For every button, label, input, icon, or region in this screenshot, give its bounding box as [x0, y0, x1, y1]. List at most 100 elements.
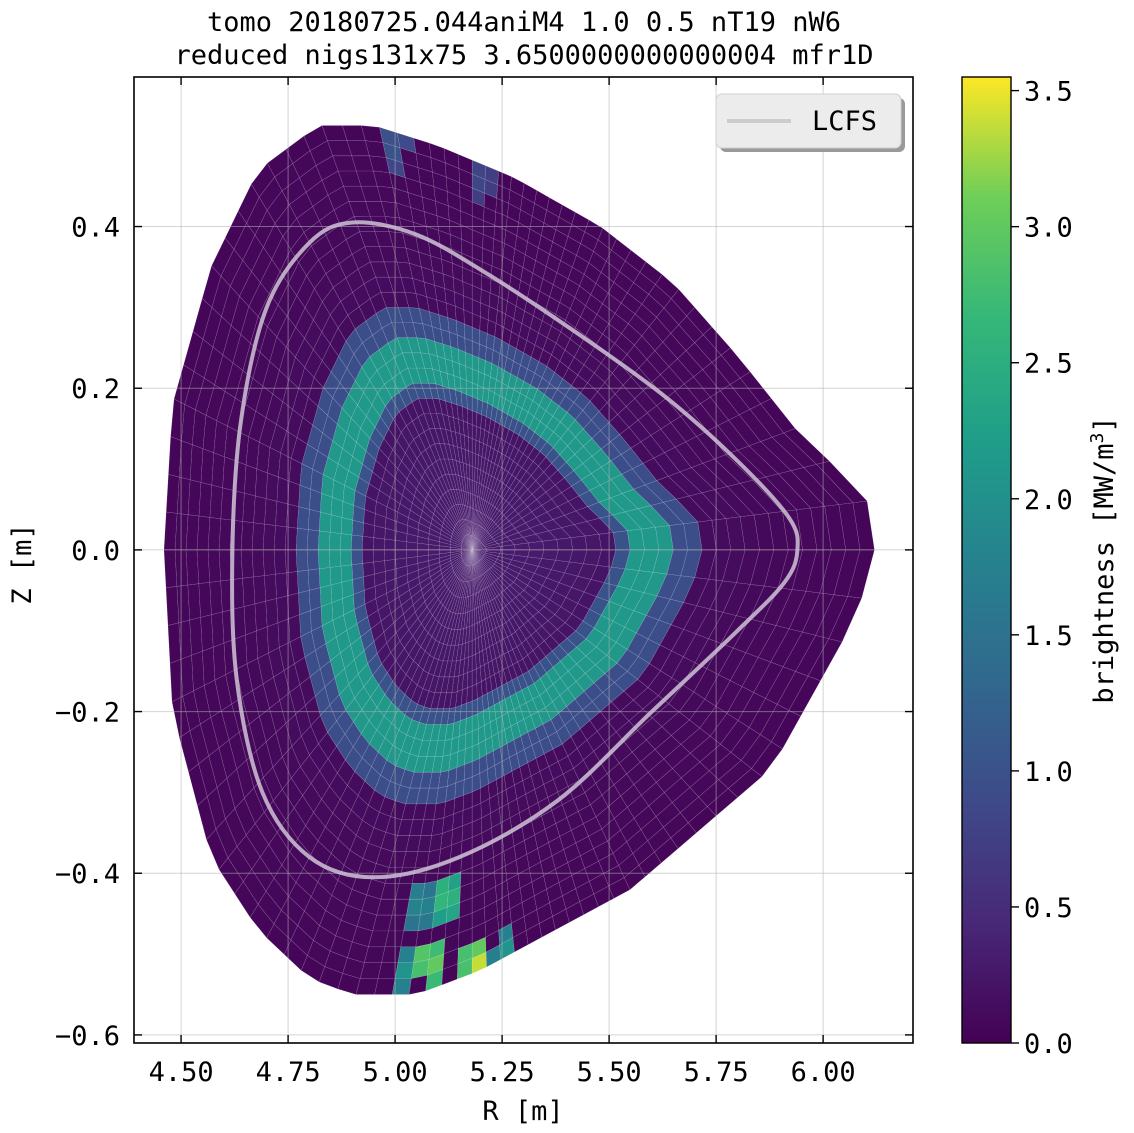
- emission-cell: [163, 549, 178, 589]
- emission-cell: [275, 500, 289, 528]
- emission-cell: [306, 529, 320, 551]
- emission-cell: [775, 589, 807, 630]
- emission-cell: [183, 330, 204, 372]
- emission-cell: [379, 405, 394, 430]
- emission-cell: [229, 259, 252, 297]
- emission-cell: [510, 261, 524, 281]
- emission-cell: [530, 372, 543, 390]
- emission-cell: [240, 549, 254, 579]
- emission-cell: [533, 405, 547, 422]
- emission-cell: [527, 228, 542, 249]
- emission-cell: [662, 498, 699, 525]
- emission-cell: [419, 771, 433, 789]
- emission-cell: [527, 549, 545, 559]
- emission-cell: [353, 342, 371, 368]
- emission-cell: [296, 569, 310, 594]
- emission-cell: [281, 851, 304, 884]
- emission-cell: [469, 549, 473, 567]
- emission-cell: [672, 752, 701, 779]
- emission-cell: [520, 731, 533, 750]
- emission-cell: [443, 458, 453, 475]
- emission-cell: [471, 564, 474, 581]
- emission-cell: [457, 942, 473, 965]
- emission-cell: [501, 524, 516, 535]
- emission-cell: [443, 660, 453, 678]
- emission-cell: [203, 679, 222, 718]
- emission-cell: [312, 405, 328, 434]
- emission-cell: [441, 522, 454, 535]
- emission-cell: [384, 930, 404, 948]
- emission-cell: [471, 438, 477, 455]
- emission-cell: [363, 585, 376, 605]
- emission-cell: [555, 862, 573, 883]
- emission-cell: [699, 705, 728, 737]
- emission-cell: [406, 525, 419, 537]
- emission-cell: [633, 484, 665, 506]
- emission-cell: [399, 147, 419, 168]
- emission-cell: [440, 494, 451, 512]
- emission-cell: [408, 883, 426, 900]
- emission-cell: [372, 914, 393, 932]
- emission-cell: [486, 630, 494, 648]
- emission-cell: [506, 584, 521, 598]
- emission-cell: [524, 556, 543, 567]
- emission-cell: [207, 517, 222, 551]
- emission-cell: [328, 531, 342, 551]
- emission-cell: [467, 655, 473, 673]
- emission-cell: [451, 720, 461, 740]
- emission-cell: [663, 777, 691, 803]
- emission-cell: [209, 484, 223, 520]
- emission-cell: [463, 761, 473, 781]
- emission-cell: [356, 910, 378, 932]
- emission-cell: [535, 625, 551, 642]
- emission-cell: [445, 302, 457, 321]
- emission-cell: [511, 596, 525, 611]
- emission-cell: [302, 396, 319, 426]
- emission-cell: [471, 549, 478, 564]
- emission-cell: [475, 425, 481, 443]
- emission-cell: [460, 546, 473, 551]
- emission-cell: [624, 249, 647, 273]
- emission-cell: [221, 285, 240, 326]
- emission-cell: [608, 585, 632, 607]
- x-tick-label: 5.00: [363, 1057, 428, 1088]
- emission-cell: [508, 616, 520, 633]
- emission-cell: [471, 549, 483, 560]
- emission-cell: [388, 172, 409, 193]
- emission-cell: [467, 549, 473, 567]
- emission-cell: [477, 384, 484, 402]
- emission-cell: [503, 636, 513, 653]
- emission-cell: [573, 521, 600, 537]
- emission-cell: [551, 849, 569, 870]
- emission-cell: [713, 486, 755, 518]
- emission-cell: [394, 962, 414, 979]
- emission-cell: [479, 574, 487, 590]
- emission-cell: [428, 527, 441, 539]
- emission-cell: [378, 672, 394, 695]
- emission-cell: [427, 618, 439, 638]
- emission-cell: [506, 344, 517, 362]
- emission-cell: [350, 404, 367, 429]
- emission-cell: [416, 367, 429, 384]
- emission-cell: [575, 409, 592, 430]
- emission-cell: [584, 782, 603, 806]
- emission-cell: [639, 748, 665, 773]
- emission-cell: [451, 531, 463, 543]
- emission-cell: [187, 583, 201, 621]
- emission-cell: [207, 549, 221, 583]
- emission-cell: [471, 743, 480, 763]
- emission-cell: [467, 422, 473, 439]
- emission-cell: [476, 412, 482, 429]
- emission-cell: [355, 170, 378, 187]
- emission-cell: [596, 721, 617, 743]
- emission-cell: [496, 184, 511, 204]
- emission-cell: [468, 549, 473, 567]
- emission-cell: [480, 533, 492, 544]
- emission-cell: [340, 904, 363, 927]
- emission-cell: [266, 923, 292, 956]
- emission-cell: [447, 458, 456, 475]
- emission-cell: [253, 495, 267, 525]
- emission-cell: [413, 137, 432, 158]
- emission-cell: [288, 457, 303, 486]
- emission-cell: [406, 563, 419, 575]
